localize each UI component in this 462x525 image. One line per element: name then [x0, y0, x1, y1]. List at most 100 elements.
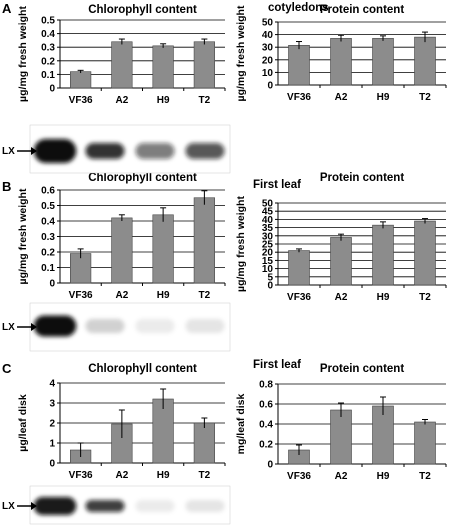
x-tick-label: H9 — [377, 471, 390, 482]
chart-title: Chlorophyll content — [88, 172, 197, 184]
y-axis-label: mg/leaf disk — [235, 394, 247, 455]
y-tick-label: 0.5 — [41, 201, 55, 212]
y-tick-label: 0.1 — [41, 70, 55, 81]
y-tick-label: 40 — [262, 30, 274, 41]
chart-title: Chlorophyll content — [88, 363, 197, 375]
chart-title: Chlorophyll content — [88, 4, 197, 16]
panel-letter-c: C — [2, 361, 12, 376]
y-tick-label: 0.2 — [259, 440, 273, 451]
bar-h9 — [152, 214, 174, 284]
bar-t2 — [414, 36, 436, 86]
y-tick-label: 0 — [267, 81, 273, 92]
lx-label: LX — [2, 322, 15, 333]
y-tick-label: 30 — [262, 43, 274, 54]
y-tick-label: 0.6 — [259, 400, 273, 411]
blot-band — [185, 319, 225, 333]
x-tick-label: VF36 — [287, 292, 311, 303]
y-tick-label: 10 — [262, 68, 274, 79]
x-tick-label: T2 — [199, 290, 211, 301]
bar-t2 — [193, 422, 215, 464]
y-tick-label: 0.8 — [259, 380, 273, 391]
blot-band — [85, 500, 125, 512]
bar-h9 — [152, 45, 174, 89]
y-axis-label: µg/mg fresh weight — [235, 5, 247, 101]
y-tick-label: 10 — [262, 264, 274, 275]
bar-vf36 — [288, 250, 310, 286]
y-tick-label: 20 — [262, 55, 274, 66]
bar-t2 — [414, 220, 436, 286]
y-tick-label: 45 — [262, 207, 274, 218]
bar-a2 — [111, 41, 133, 89]
bar-h9 — [372, 38, 394, 86]
bar-a2 — [111, 217, 133, 284]
y-tick-label: 0.3 — [41, 232, 55, 243]
x-tick-label: H9 — [377, 292, 390, 303]
x-tick-label: VF36 — [69, 290, 93, 301]
bar-t2 — [193, 197, 215, 284]
chart-c-protein: Protein content mg/leaf disk 0 0.2 0.4 0.6 0.8… — [235, 363, 447, 482]
y-tick-label: 0.4 — [41, 217, 55, 228]
x-tick-label: H9 — [377, 92, 390, 103]
x-tick-label: A2 — [115, 95, 128, 106]
y-tick-label: 20 — [262, 248, 274, 259]
x-tick-label: T2 — [199, 95, 211, 106]
western-blot-b — [29, 302, 231, 352]
blot-band — [185, 500, 225, 512]
panel-letter-b: B — [2, 179, 11, 194]
blot-band — [85, 143, 125, 159]
arrow-head-icon — [31, 323, 37, 331]
y-tick-label: 5 — [267, 272, 273, 283]
y-tick-label: 0.1 — [41, 263, 55, 274]
y-tick-label: 35 — [262, 223, 274, 234]
y-tick-label: 3 — [49, 399, 55, 410]
lx-label: LX — [2, 146, 15, 157]
y-axis-label: µg/leaf disk — [17, 394, 29, 452]
x-tick-label: A2 — [335, 292, 348, 303]
western-blot-c — [29, 485, 231, 525]
x-tick-label: VF36 — [69, 470, 93, 481]
western-blot-a — [29, 124, 231, 174]
x-tick-label: T2 — [419, 471, 431, 482]
y-tick-label: 0.6 — [41, 186, 55, 197]
y-tick-label: 0 — [267, 281, 273, 292]
chart-title: Protein content — [320, 363, 405, 375]
arrow-head-icon — [31, 147, 37, 155]
y-tick-label: 15 — [262, 256, 274, 267]
y-axis-label: µg/mg fresh weight — [235, 196, 247, 292]
panel-letter-a: A — [2, 1, 12, 16]
blot-label-c: LX — [2, 501, 37, 512]
x-tick-label: T2 — [419, 292, 431, 303]
x-tick-label: T2 — [199, 470, 211, 481]
blot-band — [33, 139, 77, 163]
chart-c-chlorophyll: Chlorophyll content µg/leaf disk 0 1 2 3 4 VF36… — [17, 363, 226, 481]
blot-band — [185, 143, 225, 159]
bar-vf36 — [288, 45, 310, 86]
y-axis-label: µg/mg fresh weight — [17, 188, 29, 284]
x-tick-label: A2 — [115, 290, 128, 301]
x-tick-label: H9 — [157, 470, 170, 481]
blot-label-b: LX — [2, 322, 37, 333]
bar-t2 — [414, 421, 436, 465]
blot-label-a: LX — [2, 146, 37, 157]
arrow-head-icon — [31, 502, 37, 510]
x-tick-label: VF36 — [69, 95, 93, 106]
y-tick-label: 0.4 — [41, 29, 55, 40]
bar-a2 — [330, 38, 352, 86]
blot-band — [33, 315, 77, 337]
y-tick-label: 25 — [262, 240, 274, 251]
blot-band — [85, 319, 125, 333]
y-tick-label: 0.4 — [259, 420, 273, 431]
x-tick-label: H9 — [157, 95, 170, 106]
x-tick-label: VF36 — [287, 92, 311, 103]
y-tick-label: 40 — [262, 215, 274, 226]
chart-a-protein: Protein content µg/mg fresh weight 0 10 2030… — [235, 4, 447, 103]
blot-band — [135, 500, 175, 512]
bar-vf36 — [70, 71, 92, 89]
y-axis-label: µg/mg fresh weight — [17, 6, 29, 102]
y-tick-label: 50 — [262, 199, 274, 210]
y-tick-label: 0 — [267, 460, 273, 471]
x-tick-label: T2 — [419, 92, 431, 103]
y-tick-label: 0.2 — [41, 248, 55, 259]
lx-label: LX — [2, 501, 15, 512]
